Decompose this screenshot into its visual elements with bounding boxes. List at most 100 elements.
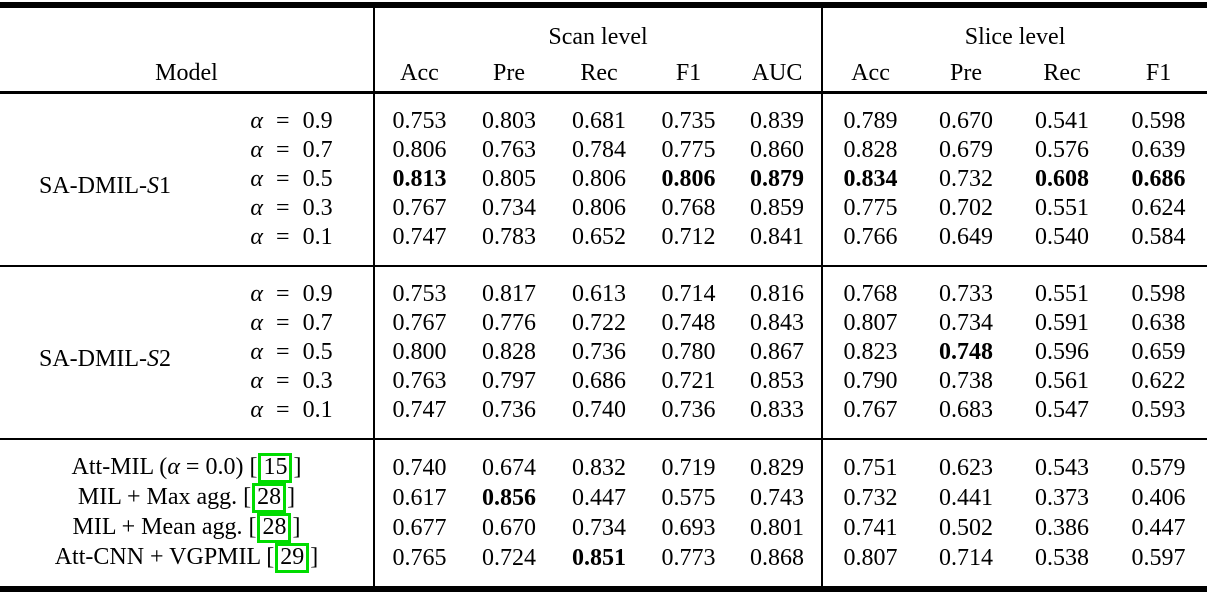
table-row: α = 0.5 0.800 0.828 0.736 0.780 0.867 0.823 0.7… [0,338,1207,367]
cell-scan-f1: 0.806 [661,166,716,192]
alpha-symbol: α [250,166,264,192]
cell-slice-rec: 0.576 [1035,137,1090,163]
table-row: SA-DMIL-S2 α = 0.9 0.753 0.817 0.613 0.714 0.8… [0,265,1207,439]
cell-slice-pre: 0.623 [918,438,1015,483]
cell-scan-rec: 0.784 [572,137,626,163]
cell-slice-pre: 0.702 [939,195,994,221]
slice-pre-header: Pre [918,52,1015,94]
cell-slice-f1: 0.406 [1131,484,1186,511]
cell-scan-pre: 0.736 [482,397,536,423]
cell-scan-rec: 0.686 [572,368,626,394]
baseline-label-text: MIL + Max agg. [77,484,244,510]
cell-scan-pre: 0.776 [482,310,536,336]
alpha-label: α = 0.9 [210,91,374,136]
cell-slice-f1: 0.624 [1131,195,1186,221]
cell-scan-rec: 0.806 [572,166,626,192]
cell-scan-rec: 0.736 [572,339,626,365]
cell-slice-rec: 0.547 [1035,397,1090,423]
table-row: α = 0.1 0.747 0.783 0.652 0.712 0.841 0.766 0.6… [0,223,1207,266]
cell-scan-acc: 0.806 [373,136,464,165]
model-label-italic: S [147,172,159,199]
cell-slice-rec: 0.561 [1035,368,1090,394]
alpha-symbol: α [250,339,264,365]
cell-scan-auc: 0.860 [750,137,805,163]
cell-scan-pre: 0.805 [482,166,536,192]
citation-link[interactable]: 29 [275,543,310,573]
baseline-label-text: MIL + Mean agg. [72,514,249,540]
cell-scan-rec: 0.447 [572,484,626,511]
cell-slice-rec: 0.541 [1014,91,1111,136]
alpha-symbol: α [250,397,264,423]
alpha-label: α = 0.5 [210,165,374,194]
cell-scan-pre: 0.674 [464,438,554,483]
cell-slice-rec: 0.373 [1035,484,1090,511]
cell-scan-acc: 0.763 [373,367,464,396]
alpha-symbol: α [250,108,264,134]
cell-scan-rec: 0.722 [572,310,626,336]
alpha-label: α = 0.5 [210,338,374,367]
citation-link[interactable]: 28 [257,513,292,543]
alpha-label: α = 0.7 [210,136,374,165]
cell-slice-rec: 0.538 [1014,543,1111,592]
citation-link[interactable]: 28 [252,483,287,513]
model-label: SA-DMIL-S1 [0,91,210,266]
cell-scan-pre: 0.670 [482,514,536,541]
alpha-value: = 0.3 [263,368,333,394]
cell-slice-rec: 0.386 [1035,514,1090,541]
cell-scan-auc: 0.843 [750,310,805,336]
cell-slice-pre: 0.734 [939,310,994,336]
cell-scan-rec: 0.652 [572,224,626,250]
cell-slice-pre: 0.738 [939,368,994,394]
table-row: Att-MIL (α = 0.0) [15] 0.740 0.674 0.832 0.7… [0,438,1207,483]
alpha-value: = 0.9 [263,281,333,307]
alpha-value: = 0.1 [263,224,333,250]
slice-level-header: Slice level [821,2,1207,52]
cell-scan-auc: 0.743 [750,484,805,511]
alpha-value: = 0.3 [263,195,333,221]
header-group-row: Scan level Slice level [0,2,1207,52]
cell-slice-acc: 0.768 [821,265,919,309]
citation-link[interactable]: 15 [258,453,293,483]
table-row: α = 0.7 0.806 0.763 0.784 0.775 0.860 0.828 0.6… [0,136,1207,165]
citation-close-bracket: ] [293,454,302,480]
cell-scan-pre: 0.734 [482,195,536,221]
header-spacer [0,2,374,52]
table-row: α = 0.7 0.767 0.776 0.722 0.748 0.843 0.807 0.7… [0,309,1207,338]
cell-scan-acc: 0.800 [373,338,464,367]
cell-scan-f1: 0.721 [661,368,716,394]
cell-slice-pre: 0.683 [939,397,994,423]
cell-slice-f1: 0.593 [1131,397,1186,423]
cell-slice-rec: 0.540 [1035,224,1090,250]
slice-f1-header: F1 [1110,52,1207,94]
alpha-label: α = 0.1 [210,396,374,439]
cell-scan-rec: 0.734 [572,514,626,541]
scan-acc-header: Acc [373,52,464,94]
table-row: MIL + Max agg. [28] 0.617 0.856 0.447 0.575 0… [0,483,1207,513]
cell-slice-rec: 0.543 [1014,438,1111,483]
cell-scan-acc: 0.740 [373,438,464,483]
baseline-label: Att-MIL (α = 0.0) [15] [0,438,374,483]
cell-slice-acc: 0.828 [821,136,919,165]
cell-slice-acc: 0.790 [821,367,919,396]
scan-rec-header: Rec [554,52,644,94]
cell-scan-acc: 0.617 [373,483,464,513]
cell-slice-rec: 0.551 [1014,265,1111,309]
cell-scan-auc: 0.839 [733,91,823,136]
cell-scan-f1: 0.748 [661,310,716,336]
slice-rec-header: Rec [1014,52,1111,94]
citation-close-bracket: ] [287,484,296,510]
cell-scan-f1: 0.775 [661,137,716,163]
alpha-value: = 0.5 [263,339,333,365]
baseline-label: MIL + Max agg. [28] [0,483,374,513]
cell-scan-rec: 0.740 [572,397,626,423]
cell-scan-pre: 0.724 [464,543,554,592]
cell-scan-acc: 0.767 [373,194,464,223]
alpha-label: α = 0.1 [210,223,374,266]
citation-open-bracket: [ [248,514,257,540]
cell-scan-auc: 0.833 [750,397,805,423]
alpha-value: = 0.7 [263,137,333,163]
cell-scan-rec: 0.613 [554,265,644,309]
alpha-value: = 0.1 [263,397,333,423]
alpha-symbol: α [167,454,180,480]
